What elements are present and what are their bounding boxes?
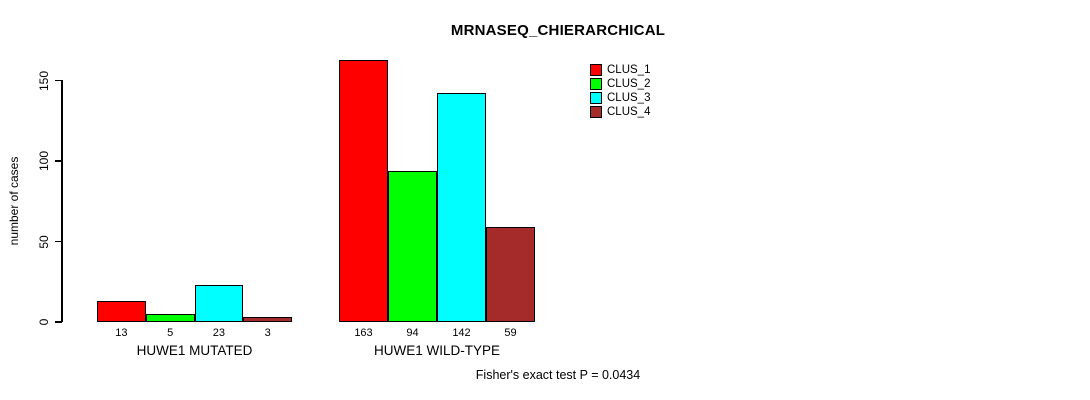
legend-label: CLUS_1 <box>607 64 651 76</box>
legend-swatch-clus-3 <box>590 92 602 104</box>
bar-clus_1-huwe1-wild-type <box>339 59 388 322</box>
legend-label: CLUS_4 <box>607 106 651 118</box>
x-group-label-huwe1-mutated: HUWE1 MUTATED <box>136 343 253 358</box>
legend-item: CLUS_1 <box>590 63 650 77</box>
legend-label: CLUS_2 <box>607 78 651 90</box>
legend-swatch-clus-4 <box>590 106 602 118</box>
bar-clus_3-huwe1-mutated <box>194 284 244 322</box>
bar-clus_1-huwe1-mutated <box>97 301 146 322</box>
legend-label: CLUS_3 <box>607 92 651 104</box>
y-axis-line <box>61 80 63 322</box>
bar-clus_4-huwe1-wild-type <box>486 227 535 322</box>
legend-item: CLUS_4 <box>590 105 650 119</box>
bar-clus_3-huwe1-wild-type <box>437 93 486 322</box>
legend-item: CLUS_3 <box>590 91 650 105</box>
legend-swatch-clus-1 <box>590 64 602 76</box>
bar-value-label: 13 <box>115 327 128 339</box>
y-tick <box>55 160 62 162</box>
chart-title: MRNASEQ_CHIERARCHICAL <box>450 22 666 39</box>
y-tick-label-text: 0 <box>37 318 51 326</box>
bar-value-label: 59 <box>504 327 517 339</box>
legend-item: CLUS_2 <box>590 77 650 91</box>
legend-swatch-clus-2 <box>590 78 602 90</box>
bar-clus_2-huwe1-wild-type <box>388 170 437 322</box>
bar-value-label: 142 <box>452 327 471 339</box>
y-axis-title-text: number of cases <box>7 156 21 246</box>
x-group-label-huwe1-wild-type: HUWE1 WILD-TYPE <box>373 343 500 358</box>
y-tick <box>55 321 62 323</box>
bar-clus_2-huwe1-mutated <box>145 313 195 322</box>
legend: CLUS_1 CLUS_2 CLUS_3 CLUS_4 <box>590 63 650 119</box>
y-tick <box>55 240 62 243</box>
y-tick-label-text: 150 <box>37 70 51 91</box>
bar-value-label: 23 <box>212 327 225 339</box>
bar-clus_4-huwe1-mutated <box>243 317 292 322</box>
bar-value-label: 3 <box>264 327 271 339</box>
bar-value-label: 163 <box>354 327 373 339</box>
y-tick-label-text: 50 <box>37 234 51 249</box>
y-tick <box>55 79 62 82</box>
y-tick-label-text: 100 <box>37 150 51 172</box>
bar-value-label: 94 <box>406 327 419 339</box>
fisher-test-annotation: Fisher's exact test P = 0.0434 <box>475 368 641 382</box>
bar-value-label: 5 <box>167 327 174 339</box>
